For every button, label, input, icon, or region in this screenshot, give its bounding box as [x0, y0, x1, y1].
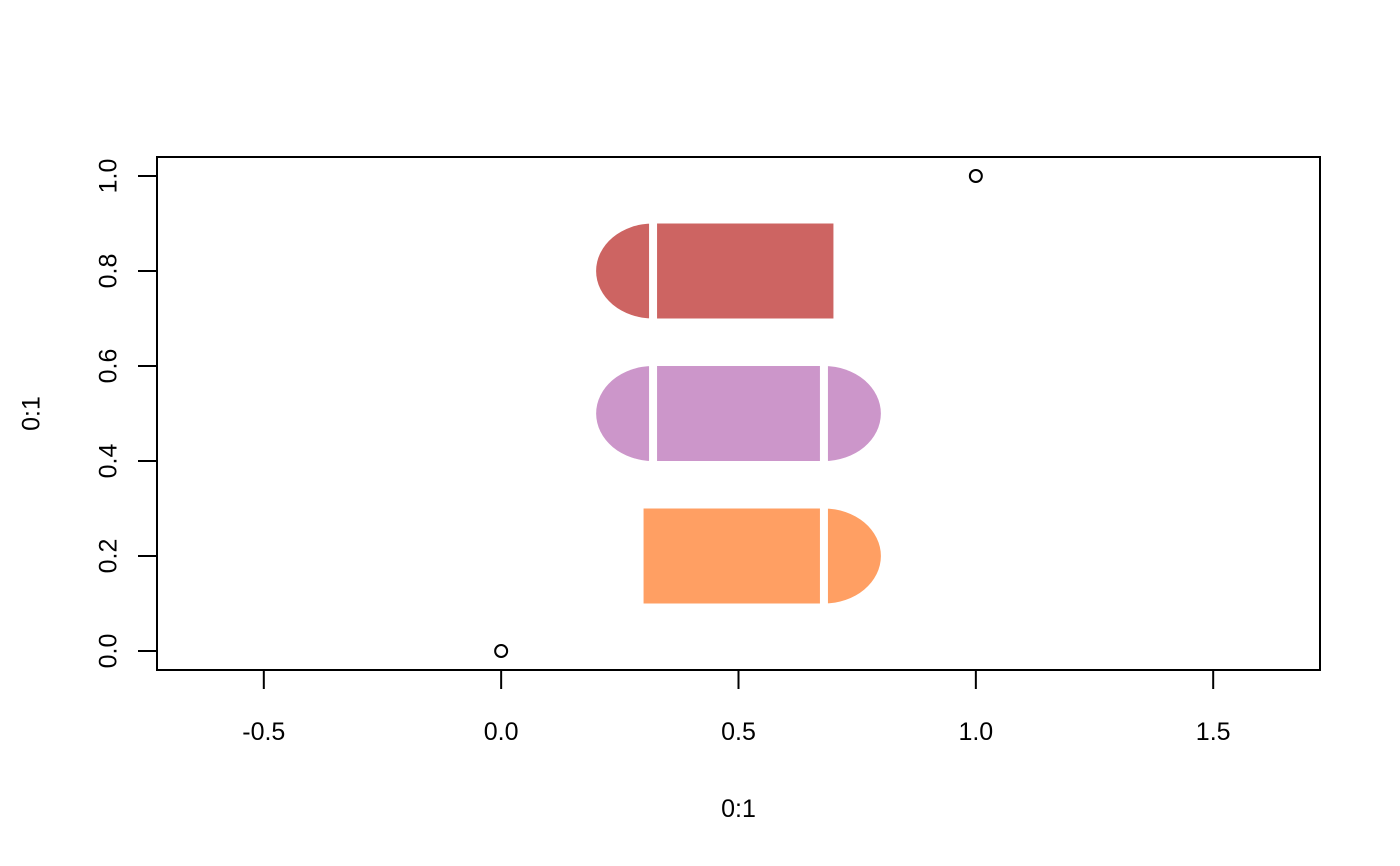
data-point: [494, 644, 509, 658]
y-tick-label: 0.6: [95, 349, 123, 384]
y-tick-label: 0.0: [95, 634, 123, 669]
y-tick-label: 1.0: [95, 159, 123, 194]
shape-middle: [596, 366, 881, 461]
shape-bottom: [643, 508, 881, 604]
x-axis: -0.5 0.0 0.5 1.0 1.5: [242, 669, 1231, 746]
y-tick-label: 0.2: [95, 539, 123, 574]
shape-layer: [596, 221, 881, 606]
x-tick-label: 1.0: [958, 718, 993, 746]
x-tick-label: 0.0: [484, 718, 519, 746]
shape-top: [596, 223, 834, 319]
y-axis-title: 0:1: [18, 396, 46, 431]
x-axis-title: 0:1: [721, 795, 756, 823]
point-layer: [494, 169, 983, 658]
y-tick-label: 0.4: [95, 444, 123, 479]
x-tick-label: 0.5: [721, 718, 756, 746]
data-point: [968, 169, 983, 183]
x-tick-label: -0.5: [242, 718, 285, 746]
x-tick-label: 1.5: [1196, 718, 1231, 746]
y-axis: 0.0 0.2 0.4 0.6 0.8 1.0: [95, 159, 158, 669]
y-tick-label: 0.8: [95, 254, 123, 289]
